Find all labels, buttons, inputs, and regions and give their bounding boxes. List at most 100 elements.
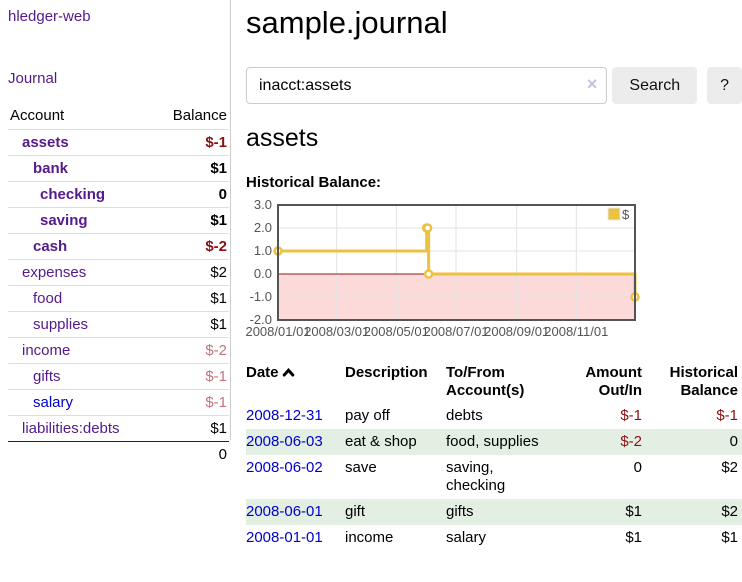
account-balance: $1: [210, 420, 227, 437]
account-row: cash $-2: [8, 233, 229, 260]
accounts-header-account: Account: [10, 107, 65, 124]
transaction-accounts: salary: [446, 528, 487, 546]
svg-text:2008/07/01: 2008/07/01: [423, 324, 488, 339]
app-title-link[interactable]: hledger-web: [8, 8, 91, 25]
transaction-amount: $-2: [620, 432, 642, 450]
date-sort-header[interactable]: Date: [246, 361, 345, 403]
account-heading: assets: [246, 124, 319, 153]
account-row: gifts $-1: [8, 363, 229, 390]
transaction-description: save: [345, 458, 377, 476]
transaction-amount: 0: [633, 458, 642, 476]
account-link[interactable]: income: [22, 342, 71, 359]
transaction-amount: $1: [625, 528, 642, 546]
search-bar: × Search ?: [246, 67, 742, 105]
transaction-description: gift: [345, 502, 366, 520]
account-link[interactable]: salary: [33, 394, 74, 411]
account-balance: $-1: [205, 134, 227, 151]
svg-text:2008/11/01: 2008/11/01: [544, 324, 608, 339]
svg-text:2008/01/01: 2008/01/01: [246, 324, 311, 339]
account-link[interactable]: food: [33, 290, 63, 307]
account-link[interactable]: saving: [40, 212, 88, 229]
transaction-accounts: food, supplies: [446, 432, 539, 450]
description-header: Description: [345, 363, 428, 381]
accounts-header: To/From Account(s): [446, 363, 525, 399]
search-input[interactable]: [246, 67, 608, 105]
account-balance: $1: [210, 290, 227, 307]
transaction-row: 2008-06-03 eat & shop food, supplies $-2…: [246, 428, 742, 455]
account-balance: $2: [210, 264, 227, 281]
search-button[interactable]: Search: [612, 67, 698, 105]
account-balance: $1: [210, 212, 227, 229]
transaction-date-cell: 2008-06-01: [246, 499, 345, 525]
transaction-row: 2008-06-02 save saving, checking 0 $2: [246, 455, 742, 499]
svg-text:2008/09/01: 2008/09/01: [484, 324, 549, 339]
accounts-total-row: 0: [8, 441, 229, 467]
transaction-balance: $1: [721, 528, 738, 546]
transaction-row: 2008-12-31 pay off debts $-1 $-1: [246, 403, 742, 429]
balance-header: Historical Balance: [669, 363, 738, 399]
transaction-date-link[interactable]: 2008-06-03: [246, 432, 323, 450]
transaction-accounts: gifts: [446, 502, 474, 520]
transaction-balance: $2: [721, 458, 738, 476]
svg-text:2.0: 2.0: [254, 220, 272, 235]
account-balance: $-2: [205, 342, 227, 359]
account-row: assets $-1: [8, 129, 229, 156]
search-input-wrap: ×: [246, 67, 608, 105]
transaction-date-link[interactable]: 2008-01-01: [246, 528, 323, 546]
account-balance: $-1: [205, 368, 227, 385]
accounts-table: Account Balance assets $-1 bank: [8, 103, 229, 467]
help-button[interactable]: ?: [707, 67, 742, 105]
transaction-description: income: [345, 528, 394, 546]
account-link[interactable]: expenses: [22, 264, 87, 281]
transaction-date-link[interactable]: 2008-06-02: [246, 458, 323, 476]
chart-title: Historical Balance:: [246, 173, 382, 191]
transaction-accounts: debts: [446, 406, 483, 424]
accounts-total-value: 0: [118, 441, 229, 467]
account-link[interactable]: cash: [33, 238, 68, 255]
page-title: sample.journal: [246, 5, 448, 40]
account-balance: $1: [210, 160, 227, 177]
account-row: saving $1: [8, 207, 229, 234]
account-row: salary $-1: [8, 389, 229, 416]
transaction-row: 2008-06-01 gift gifts $1 $2: [246, 498, 742, 525]
sort-ascending-icon: [282, 367, 294, 377]
account-row: liabilities:debts $1: [8, 415, 229, 442]
transaction-description: eat & shop: [345, 432, 417, 450]
account-balance: $-2: [205, 238, 227, 255]
transaction-description: pay off: [345, 406, 390, 424]
account-balance: 0: [218, 186, 227, 203]
transaction-date-link[interactable]: 2008-12-31: [246, 406, 323, 424]
journal-link[interactable]: Journal: [8, 70, 58, 87]
svg-text:1.0: 1.0: [254, 243, 272, 258]
transaction-row: 2008-01-01 income salary $1 $1: [246, 525, 742, 551]
amount-header: Amount Out/In: [585, 363, 642, 399]
account-row: food $1: [8, 285, 229, 312]
clear-search-icon[interactable]: ×: [586, 74, 598, 95]
svg-text:0.0: 0.0: [254, 266, 272, 281]
account-link[interactable]: assets: [22, 134, 69, 151]
account-row: income $-2: [8, 337, 229, 364]
account-row: supplies $1: [8, 311, 229, 338]
transaction-balance: 0: [729, 432, 738, 450]
transaction-balance: $2: [721, 502, 738, 520]
historical-balance-chart: $3.0 2.0 1.0 0.0 -1.0 -2.0 2008/01/01 2008/03/0…: [245, 197, 646, 341]
svg-text:2008/03/01: 2008/03/01: [304, 324, 369, 339]
account-link[interactable]: supplies: [33, 316, 89, 333]
account-row: bank $1: [8, 155, 229, 182]
svg-text:-2.0: -2.0: [250, 312, 272, 327]
account-balance: $1: [210, 316, 227, 333]
accounts-table-header-row: Account Balance: [8, 103, 229, 130]
account-link[interactable]: liabilities:debts: [22, 420, 119, 437]
account-link[interactable]: bank: [33, 160, 69, 177]
account-row: expenses $2: [8, 259, 229, 286]
sidebar: hledger-web Journal Account Balance asse…: [0, 0, 231, 467]
transaction-date-link[interactable]: 2008-06-01: [246, 502, 323, 520]
transaction-date-cell: 2008-12-31: [246, 403, 345, 429]
account-link[interactable]: checking: [40, 186, 106, 203]
transaction-date-cell: 2008-06-03: [246, 429, 345, 455]
svg-text:2008/05/01: 2008/05/01: [364, 324, 429, 339]
account-link[interactable]: gifts: [33, 368, 61, 385]
transactions-header-row: Date Description To/From Account(s) Amou…: [246, 361, 742, 403]
accounts-header-balance: Balance: [172, 107, 227, 124]
